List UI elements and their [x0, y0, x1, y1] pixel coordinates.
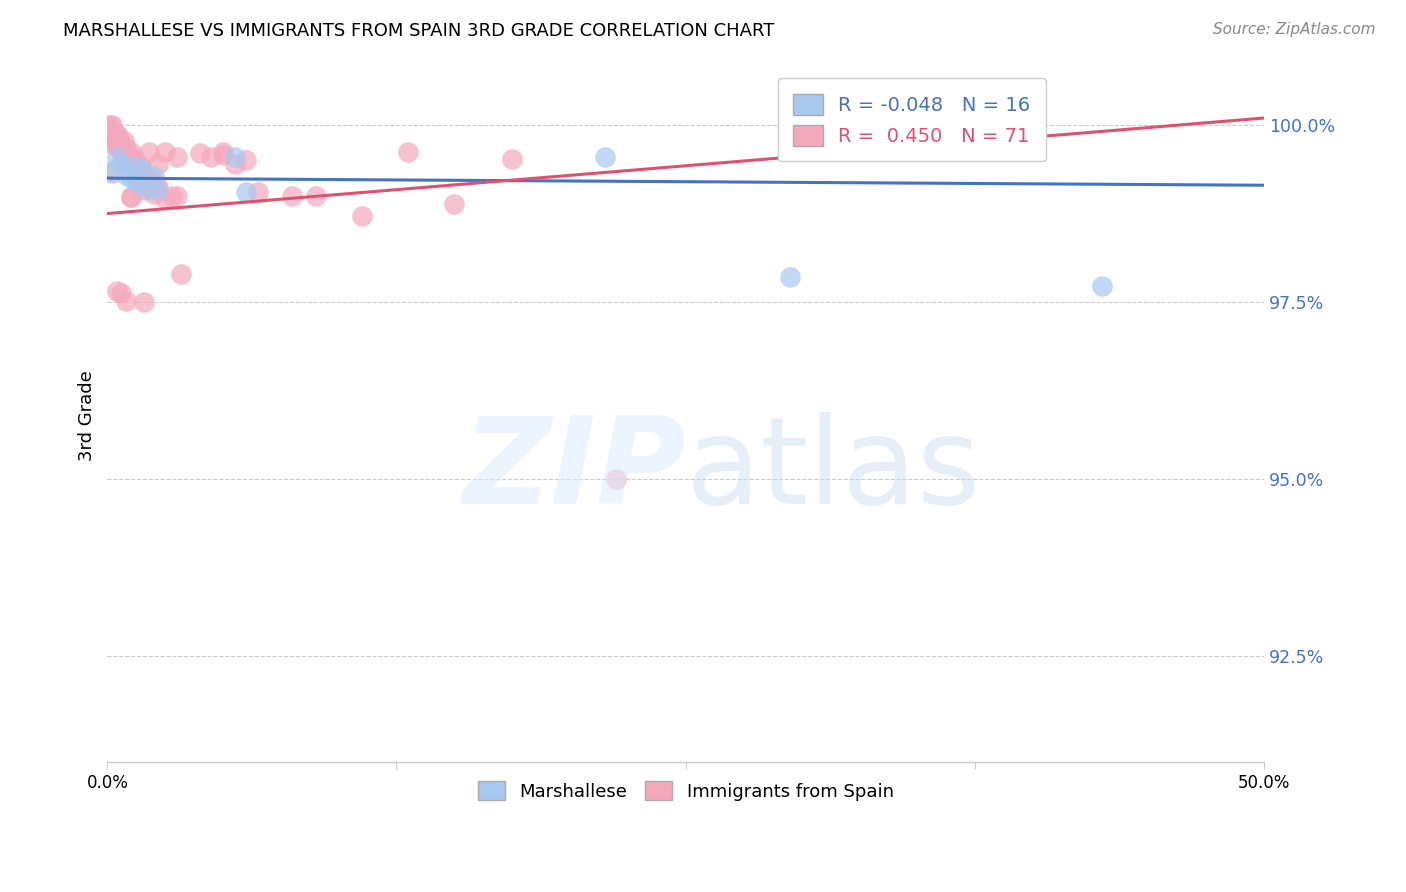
Point: [166, 189, 188, 203]
Point: [153, 145, 176, 159]
Point: [1091, 279, 1114, 293]
Point: [98, 118, 121, 132]
Point: [110, 286, 132, 301]
Point: [501, 152, 523, 166]
Point: [103, 134, 125, 148]
Point: [160, 189, 183, 203]
Point: [148, 183, 170, 197]
Point: [110, 157, 132, 171]
Point: [134, 295, 156, 310]
Point: [779, 270, 801, 285]
Point: [170, 267, 193, 281]
Point: [135, 173, 157, 187]
Point: [105, 285, 128, 299]
Text: ZIP: ZIP: [461, 412, 686, 529]
Point: [121, 152, 143, 166]
Point: [115, 293, 138, 308]
Point: [120, 145, 142, 159]
Point: [134, 169, 156, 183]
Point: [142, 187, 165, 202]
Point: [115, 168, 138, 182]
Point: [128, 176, 150, 190]
Text: Source: ZipAtlas.com: Source: ZipAtlas.com: [1212, 22, 1375, 37]
Point: [281, 189, 304, 203]
Point: [127, 161, 149, 176]
Point: [212, 145, 235, 159]
Point: [112, 150, 135, 164]
Point: [135, 182, 157, 196]
Point: [115, 150, 138, 164]
Point: [142, 169, 165, 183]
Point: [443, 197, 465, 211]
Point: [121, 161, 143, 176]
Y-axis label: 3rd Grade: 3rd Grade: [79, 370, 96, 460]
Point: [138, 145, 160, 159]
Point: [350, 209, 373, 223]
Point: [200, 150, 222, 164]
Point: [98, 121, 121, 136]
Text: atlas: atlas: [686, 412, 981, 529]
Point: [224, 157, 246, 171]
Point: [166, 150, 188, 164]
Point: [101, 128, 124, 143]
Point: [131, 166, 153, 180]
Point: [593, 150, 616, 164]
Point: [138, 176, 160, 190]
Point: [108, 141, 131, 155]
Point: [124, 159, 146, 173]
Point: [128, 159, 150, 173]
Point: [120, 157, 142, 171]
Point: [131, 161, 153, 176]
Point: [110, 145, 132, 159]
Point: [145, 182, 167, 196]
Point: [124, 159, 146, 173]
Point: [103, 125, 125, 139]
Point: [101, 118, 124, 132]
Point: [246, 186, 269, 200]
Point: [153, 193, 176, 207]
Point: [188, 146, 211, 161]
Text: MARSHALLESE VS IMMIGRANTS FROM SPAIN 3RD GRADE CORRELATION CHART: MARSHALLESE VS IMMIGRANTS FROM SPAIN 3RD…: [63, 22, 775, 40]
Point: [112, 134, 135, 148]
Point: [235, 153, 257, 168]
Point: [112, 145, 135, 159]
Point: [120, 171, 142, 186]
Point: [105, 127, 128, 141]
Point: [101, 166, 124, 180]
Point: [108, 131, 131, 145]
Point: [396, 145, 419, 159]
Point: [117, 148, 139, 162]
Point: [131, 176, 153, 190]
Point: [117, 154, 139, 169]
Point: [141, 180, 163, 194]
Point: [105, 137, 128, 152]
Point: [134, 183, 156, 197]
Point: [105, 150, 128, 164]
Point: [605, 472, 627, 486]
Point: [110, 137, 132, 152]
Point: [212, 148, 235, 162]
Point: [98, 164, 121, 178]
Point: [127, 176, 149, 190]
Point: [108, 134, 131, 148]
Point: [124, 152, 146, 166]
Point: [148, 180, 170, 194]
Point: [103, 137, 125, 152]
Point: [115, 141, 138, 155]
Point: [120, 190, 142, 204]
Legend: Marshallese, Immigrants from Spain: Marshallese, Immigrants from Spain: [463, 766, 908, 815]
Point: [235, 186, 257, 200]
Point: [127, 173, 149, 187]
Point: [120, 190, 142, 204]
Point: [304, 189, 326, 203]
Point: [224, 150, 246, 164]
Point: [142, 176, 165, 190]
Point: [148, 157, 170, 171]
